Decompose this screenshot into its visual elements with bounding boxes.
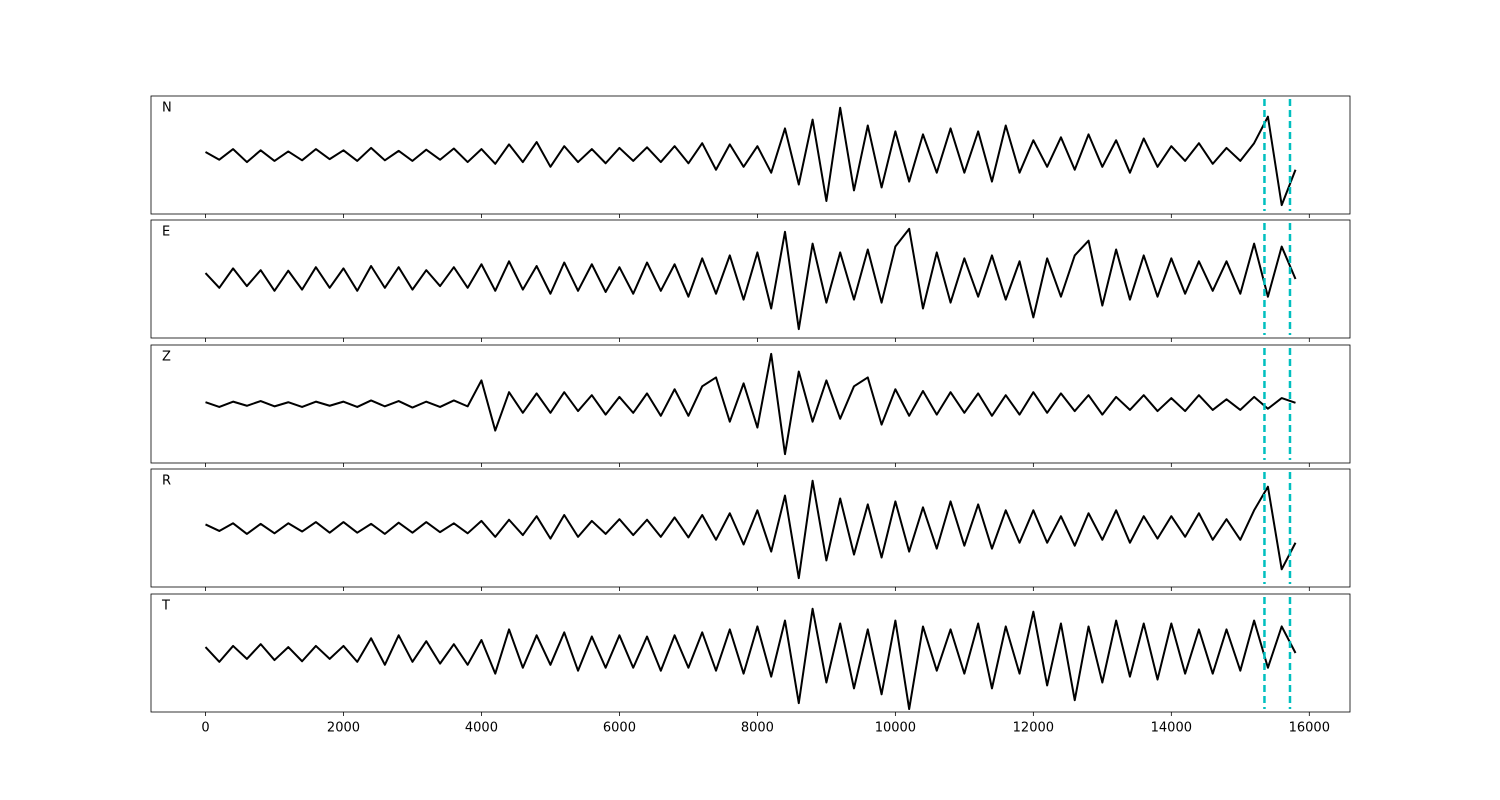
x-tick-label: 0 (201, 721, 209, 736)
axes-frame (150, 593, 1351, 713)
waveform (205, 352, 1296, 456)
x-tick-label: 4000 (465, 721, 498, 736)
waveform (204, 227, 1297, 331)
panel-label: E (162, 225, 170, 240)
axes-frame (150, 468, 1351, 588)
x-tick-label: 2000 (327, 721, 360, 736)
x-tick-label: 12000 (1013, 721, 1054, 736)
x-tick-label: 8000 (741, 721, 774, 736)
waveform (205, 479, 1297, 580)
x-tick-label: 6000 (603, 721, 636, 736)
panel-label: Z (162, 350, 171, 365)
axes-frame (150, 219, 1351, 339)
waveform (204, 607, 1297, 711)
panel-label: N (162, 101, 172, 116)
waveform (205, 106, 1297, 207)
x-tick-label: 10000 (875, 721, 916, 736)
panel-label: R (162, 474, 171, 489)
panel-label: T (161, 599, 170, 614)
axes-frame (150, 344, 1351, 464)
x-tick-label: 16000 (1289, 721, 1330, 736)
x-tick-label: 14000 (1151, 721, 1192, 736)
axes-frame (150, 95, 1351, 215)
